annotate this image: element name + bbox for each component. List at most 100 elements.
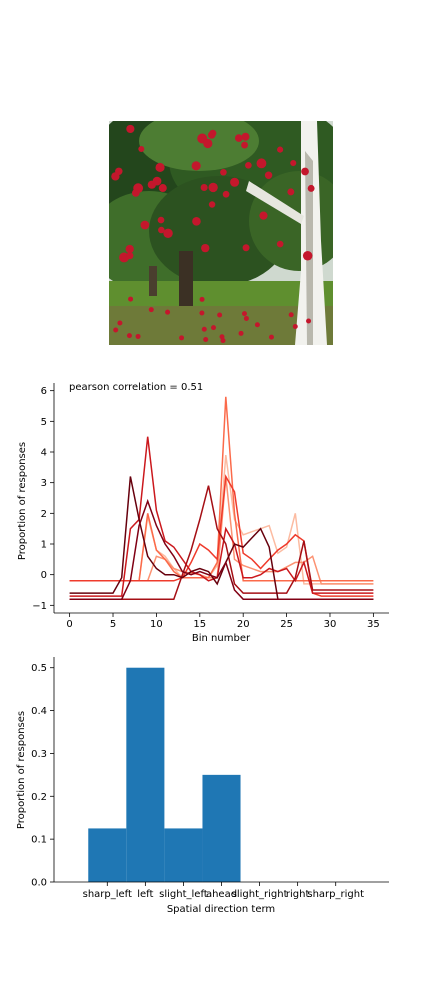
line-chart-annotation: pearson correlation = 0.51 bbox=[69, 382, 203, 393]
apple bbox=[241, 311, 247, 317]
apple bbox=[241, 141, 249, 149]
apple bbox=[126, 252, 134, 260]
apple bbox=[306, 318, 312, 324]
category-label: sharp_left bbox=[83, 889, 132, 900]
apple bbox=[157, 216, 165, 224]
y-tick-label: 0.5 bbox=[31, 663, 47, 674]
y-tick-label: 0.3 bbox=[31, 749, 47, 760]
category-label: ahead bbox=[206, 889, 237, 900]
category-label: sharp_right bbox=[307, 889, 364, 900]
bar-chart-axes: sharp_left left slight_leftaheadslight_rig… bbox=[31, 657, 389, 900]
apple bbox=[307, 184, 315, 192]
apple bbox=[287, 188, 295, 196]
apple bbox=[264, 171, 273, 179]
apple bbox=[245, 161, 252, 169]
apple bbox=[117, 320, 123, 326]
y-tick-label: 0.4 bbox=[31, 706, 47, 717]
apple bbox=[163, 228, 173, 239]
y-tick-label: 0.2 bbox=[31, 792, 47, 803]
apple bbox=[230, 177, 240, 187]
bar-ahead bbox=[202, 774, 241, 882]
apple bbox=[126, 124, 135, 134]
apple bbox=[220, 338, 226, 344]
line-series-3 bbox=[69, 474, 374, 597]
line-chart-series bbox=[69, 396, 374, 600]
category-label: slight_left bbox=[159, 889, 208, 900]
apple bbox=[158, 184, 167, 193]
apple bbox=[135, 333, 141, 339]
x-tick-label: 5 bbox=[110, 619, 116, 630]
apple bbox=[125, 244, 134, 254]
y-tick-label: 0.1 bbox=[31, 835, 47, 846]
apple bbox=[179, 335, 185, 341]
line-chart-xlabel: Bin number bbox=[192, 633, 251, 644]
line-series-7 bbox=[69, 498, 374, 600]
y-tick-label: −1 bbox=[32, 601, 47, 612]
apple bbox=[207, 131, 216, 139]
x-tick-label: 20 bbox=[237, 619, 250, 630]
x-tick-label: 30 bbox=[324, 619, 337, 630]
apple bbox=[138, 146, 145, 153]
apple bbox=[140, 220, 150, 230]
x-tick-label: 10 bbox=[150, 619, 163, 630]
apple bbox=[254, 322, 260, 328]
apple bbox=[222, 190, 230, 198]
category-label: left bbox=[137, 889, 153, 900]
line-chart: 0 5 10 15 20 25 30 35 −1 0 1 2 3 4 5 6 pearson correlat… bbox=[17, 382, 389, 644]
apple bbox=[201, 243, 210, 253]
photo-apples bbox=[111, 124, 315, 344]
apple bbox=[200, 183, 208, 192]
apple bbox=[256, 158, 267, 169]
photo-trunks bbox=[149, 121, 327, 345]
apple bbox=[208, 201, 216, 208]
bar-chart-xlabel: Spatial direction term bbox=[167, 904, 275, 915]
apple bbox=[126, 333, 132, 339]
apple bbox=[208, 182, 218, 193]
apple bbox=[191, 161, 201, 171]
line-chart-ylabel: Proportion of responses bbox=[17, 442, 28, 560]
y-tick-label: 0 bbox=[41, 570, 47, 581]
apple bbox=[113, 327, 119, 333]
apple bbox=[259, 211, 268, 220]
apple bbox=[301, 167, 309, 176]
x-tick-label: 35 bbox=[367, 619, 380, 630]
apple bbox=[211, 325, 217, 331]
bar-sharp_left bbox=[88, 828, 127, 882]
y-tick-label: 0.0 bbox=[31, 878, 47, 889]
apple bbox=[148, 307, 154, 313]
apple bbox=[234, 134, 243, 142]
apple bbox=[302, 251, 313, 261]
y-tick-label: 2 bbox=[41, 509, 47, 520]
y-tick-label: 3 bbox=[41, 478, 47, 489]
apple bbox=[199, 296, 205, 302]
bar-chart-ylabel: Proportion of responses bbox=[16, 711, 27, 829]
x-tick-label: 25 bbox=[280, 619, 293, 630]
bar-left bbox=[126, 667, 165, 882]
bar-slight_left bbox=[164, 828, 203, 882]
apple bbox=[220, 168, 227, 176]
x-tick-label: 0 bbox=[66, 619, 72, 630]
apple bbox=[238, 330, 244, 336]
apple bbox=[158, 226, 165, 234]
apple bbox=[165, 309, 171, 315]
apple bbox=[292, 324, 298, 330]
bar-chart-bars bbox=[88, 667, 241, 882]
apple bbox=[242, 244, 250, 252]
apple bbox=[290, 159, 297, 167]
apple bbox=[276, 240, 284, 248]
line-chart-axes: 0 5 10 15 20 25 30 35 −1 0 1 2 3 4 5 6 bbox=[32, 383, 389, 630]
line-series-5 bbox=[69, 485, 374, 600]
line-series-6 bbox=[69, 476, 374, 600]
apple bbox=[203, 337, 209, 343]
bar-chart: sharp_left left slight_leftaheadslight_rig… bbox=[16, 657, 389, 915]
y-tick-label: 1 bbox=[41, 540, 47, 551]
apple bbox=[192, 217, 201, 226]
apple bbox=[128, 296, 134, 302]
apple bbox=[152, 176, 162, 186]
apple bbox=[288, 312, 294, 318]
apple bbox=[219, 334, 225, 340]
apple bbox=[277, 146, 284, 153]
category-label: slight_right bbox=[232, 889, 288, 900]
category-label: right bbox=[286, 889, 310, 900]
